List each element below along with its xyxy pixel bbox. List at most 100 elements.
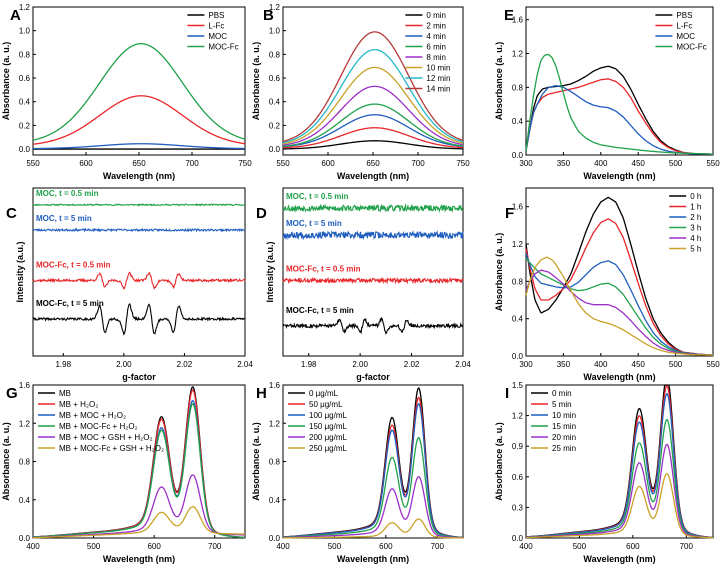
y-tick-label: 1.2 xyxy=(512,240,524,249)
x-tick-label: 500 xyxy=(87,542,101,551)
x-tick-label: 700 xyxy=(185,159,199,168)
series-line-3 xyxy=(525,257,714,356)
plot-frame xyxy=(32,187,246,357)
x-tick-label: 2.04 xyxy=(455,360,471,369)
y-tick-label: 0.6 xyxy=(19,74,31,83)
series-line-3 xyxy=(32,402,246,539)
y-axis-label: Intensity (a.u.) xyxy=(15,241,25,302)
y-tick-label: 0.3 xyxy=(512,503,524,512)
x-axis-label: Wavelength (nm) xyxy=(103,554,175,564)
y-tick-label: 0.0 xyxy=(19,534,31,543)
y-tick-label: 1.2 xyxy=(269,3,281,12)
panel-d: 1.98 2.00 2.02 2.04 g-factor Intensity (a.u.)… xyxy=(265,187,471,382)
legend-entry: 20 min xyxy=(552,433,576,442)
x-tick-label: 400 xyxy=(594,360,608,369)
x-tick-label: 650 xyxy=(366,159,380,168)
series-line-3 xyxy=(32,43,246,141)
series-line-2 xyxy=(525,85,714,155)
y-tick-label: 0.4 xyxy=(19,496,31,505)
y-tick-label: 1.2 xyxy=(512,412,524,421)
x-tick-label: 650 xyxy=(132,159,146,168)
legend-entry: 10 min xyxy=(426,64,450,73)
panel-label: B xyxy=(263,7,274,24)
series-line-3 xyxy=(525,53,714,155)
legend-entry: 8 min xyxy=(426,53,446,62)
y-tick-label: 0.0 xyxy=(512,534,524,543)
x-tick-label: 500 xyxy=(669,360,683,369)
legend-entry: 200 μg/mL xyxy=(309,433,348,442)
series-line-5 xyxy=(32,506,245,539)
y-axis-label: Absorbance (a. u.) xyxy=(1,422,11,501)
y-tick-label: 1.2 xyxy=(19,419,31,428)
x-tick-label: 400 xyxy=(26,542,40,551)
y-tick-label: 0.8 xyxy=(512,277,524,286)
panel-i: 400 500 600 700 Wavelength (nm) Absorbance (a… xyxy=(494,381,714,564)
x-axis-label: g-factor xyxy=(356,372,390,382)
series-line-0 xyxy=(525,65,714,155)
y-axis-label: Absorbance (a. u.) xyxy=(494,422,504,501)
legend-entry: 10 min xyxy=(552,411,576,420)
x-tick-label: 350 xyxy=(557,360,571,369)
x-tick-label: 2.02 xyxy=(404,360,420,369)
legend-entry: 150 μg/mL xyxy=(309,422,348,431)
y-tick-label: 0.0 xyxy=(512,151,524,160)
x-tick-label: 2.02 xyxy=(177,360,193,369)
y-tick-label: 1.2 xyxy=(269,419,281,428)
y-tick-label: 0.9 xyxy=(512,442,524,451)
series-line-0 xyxy=(282,140,464,150)
x-tick-label: 400 xyxy=(594,159,608,168)
trace-label: MOC, t = 5 min xyxy=(286,219,342,228)
legend-entry: 14 min xyxy=(426,85,450,94)
series-line-4 xyxy=(525,443,714,539)
series-line-2 xyxy=(32,143,246,150)
y-tick-label: 0.4 xyxy=(269,496,281,505)
legend: 0 μg/mL 50 μg/mL 100 μg/mL 150 μg/mL 200 μg/… xyxy=(288,389,348,453)
y-tick-label: 0.4 xyxy=(269,98,281,107)
legend-entry: MB + MOC-Fc + GSH + H₂O₂ xyxy=(59,444,164,453)
x-tick-label: 700 xyxy=(208,542,222,551)
y-axis-label: Absorbance (a. u.) xyxy=(494,42,504,121)
series-lines xyxy=(282,31,464,150)
legend-entry: 2 h xyxy=(690,213,701,222)
legend-entry: 250 μg/mL xyxy=(309,444,348,453)
y-tick-label: 1.6 xyxy=(19,381,31,390)
series-lines xyxy=(32,385,246,539)
x-tick-label: 500 xyxy=(328,542,342,551)
legend-entry: 0 μg/mL xyxy=(309,389,339,398)
legend: 0 h 1 h2 h 3 h4 h 5 h xyxy=(669,192,701,254)
y-tick-label: 0.8 xyxy=(19,458,31,467)
series-line-6 xyxy=(282,48,464,144)
legend-entry: MOC xyxy=(208,32,227,41)
series-line-1 xyxy=(282,127,464,149)
trace-label: MOC-Fc, t = 5 min xyxy=(286,306,354,315)
x-tick-label: 1.98 xyxy=(55,360,71,369)
x-tick-label: 1.98 xyxy=(301,360,317,369)
esr-trace-2 xyxy=(282,276,464,285)
legend-entry: 0 h xyxy=(690,192,701,201)
x-tick-label: 300 xyxy=(519,159,533,168)
x-tick-label: 600 xyxy=(379,542,393,551)
series-line-3 xyxy=(282,103,464,148)
y-tick-label: 0.8 xyxy=(512,83,524,92)
esr-trace-2 xyxy=(32,271,246,290)
legend: MB MB + H₂O₂ MB + MOC + H₂O₂ MB + MOC-Fc + … xyxy=(38,389,164,453)
series-line-1 xyxy=(525,78,714,155)
series-line-2 xyxy=(525,253,714,356)
panel-label: D xyxy=(256,205,267,222)
series-line-2 xyxy=(282,402,464,539)
y-tick-label: 0.0 xyxy=(269,534,281,543)
y-axis-label: Absorbance (a. u.) xyxy=(251,42,261,121)
y-tick-label: 1.5 xyxy=(512,381,524,390)
legend-entry: 2 min xyxy=(426,22,446,31)
series-line-0 xyxy=(32,385,246,539)
x-tick-label: 450 xyxy=(632,159,646,168)
legend-entry: 4 h xyxy=(690,234,701,243)
y-tick-label: 1.6 xyxy=(512,203,524,212)
legend-entry: MB + H₂O₂ xyxy=(59,400,98,409)
x-tick-label: 400 xyxy=(519,542,533,551)
legend-entry: L-Fc xyxy=(676,22,692,31)
y-tick-label: 1.6 xyxy=(512,16,524,25)
x-axis-label: Wavelength (nm) xyxy=(337,554,409,564)
